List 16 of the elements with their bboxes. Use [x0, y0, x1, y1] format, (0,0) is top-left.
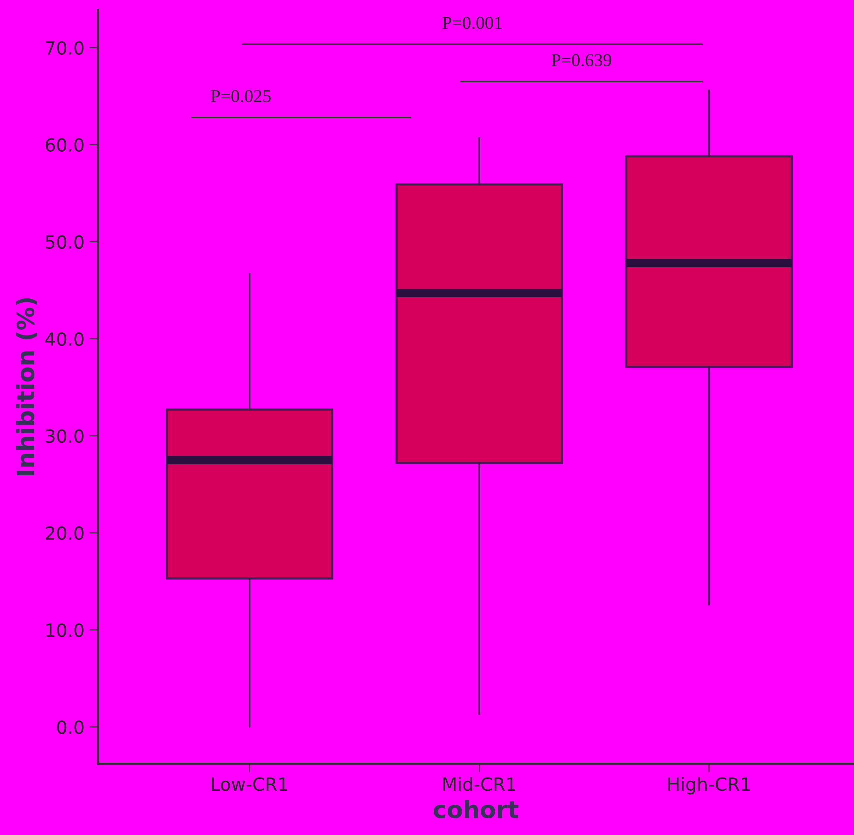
x-tick-label: Mid-CR1: [444, 777, 516, 792]
y-tick-label: 40.0: [46, 332, 84, 346]
y-tick-label: 60.0: [46, 138, 84, 152]
x-tick-label: Low-CR1: [212, 778, 288, 792]
y-tick-label: 70.0: [46, 41, 84, 55]
y-tick-label: 0.0: [57, 720, 84, 734]
annotation: P=0.001: [442, 16, 502, 30]
x-axis-title: cohort: [434, 800, 519, 819]
x-tick-label: High-CR1: [668, 777, 750, 795]
y-axis-title: Inhibition (%): [16, 298, 38, 476]
annotation: P=0.025: [211, 90, 271, 102]
annotation: P=0.639: [552, 54, 612, 67]
y-tick-label: 10.0: [46, 624, 84, 638]
y-tick-label: 50.0: [46, 235, 84, 250]
y-tick-label: 30.0: [46, 429, 84, 444]
y-tick-label: 20.0: [46, 526, 84, 540]
